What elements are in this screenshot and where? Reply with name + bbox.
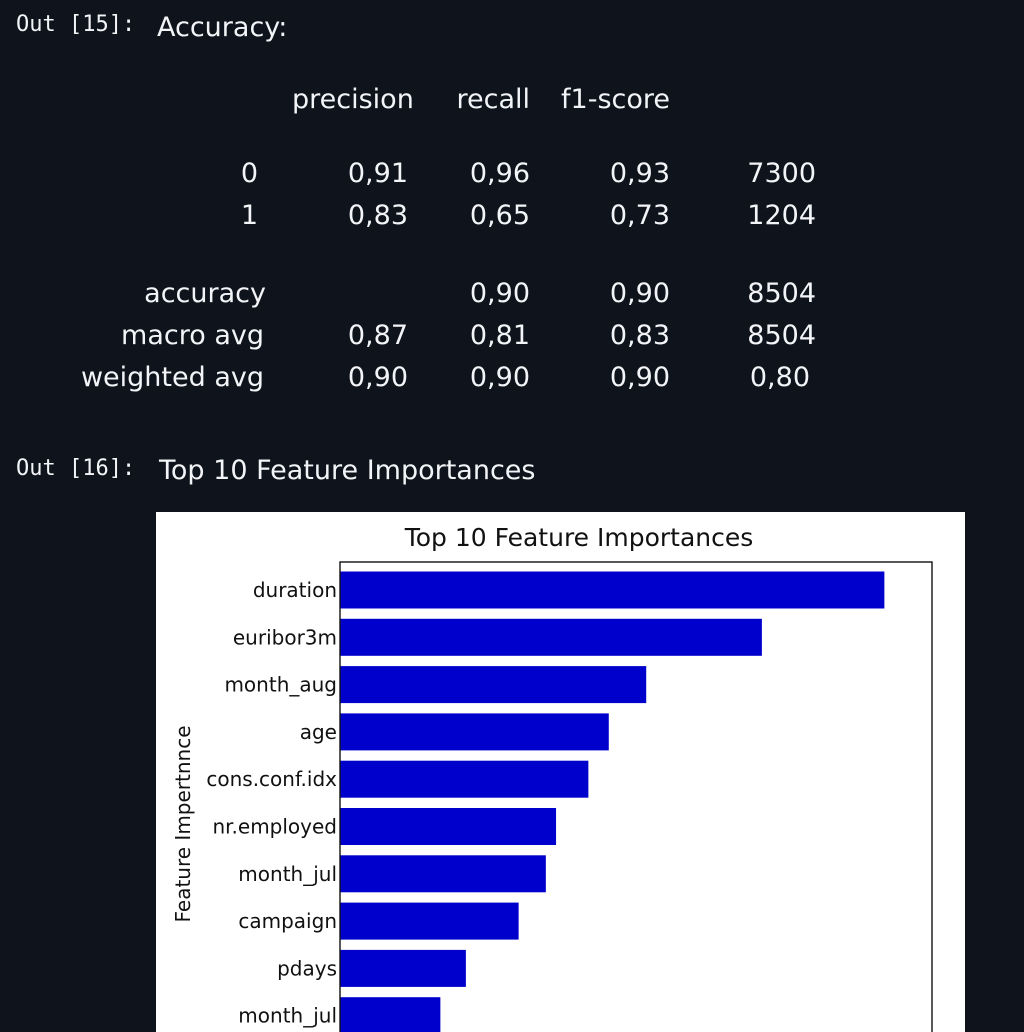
bar-month-jul <box>340 855 546 892</box>
bar-euribor3m <box>340 619 762 656</box>
row-precision: 0,83 <box>300 200 408 231</box>
header-recall: recall <box>440 84 530 115</box>
row-support: 7300 <box>700 158 816 189</box>
cell-16-title: Top 10 Feature Importances <box>159 455 535 486</box>
row-f1-score: 0,90 <box>570 278 670 309</box>
row-precision: 0,91 <box>300 158 408 189</box>
row-recall: 0,81 <box>430 320 530 351</box>
row-f1-score: 0,83 <box>570 320 670 351</box>
row-label: accuracy <box>60 278 266 309</box>
feature-importance-figure: Top 10 Feature Importances duration eurib… <box>156 512 965 1032</box>
row-support: 8504 <box>700 320 816 351</box>
row-support: 0,80 <box>700 362 810 393</box>
y-tick-label: age <box>300 720 337 744</box>
row-recall: 0,90 <box>430 362 530 393</box>
bar-cons-conf-idx <box>340 761 588 798</box>
row-recall: 0,96 <box>430 158 530 189</box>
bar-month-jul <box>340 997 440 1032</box>
cell-15-title: Accuracy: <box>157 12 287 43</box>
bar-campaign <box>340 903 519 940</box>
cell-15-prompt: Out [15]: <box>16 12 135 37</box>
bars-layer <box>340 572 884 1032</box>
row-recall: 0,65 <box>430 200 530 231</box>
row-precision: 0,90 <box>300 362 408 393</box>
row-f1-score: 0,90 <box>570 362 670 393</box>
header-f1-score: f1-score <box>550 84 670 115</box>
row-support: 8504 <box>700 278 816 309</box>
row-support: 1204 <box>700 200 816 231</box>
y-tick-label: month_jul <box>238 862 337 886</box>
y-axis-label: Feature Impertnnce <box>171 725 195 922</box>
y-tick-label: pdays <box>277 956 337 980</box>
row-precision: 0,87 <box>300 320 408 351</box>
y-tick-label: month_jul <box>238 1004 337 1028</box>
bar-age <box>340 713 609 750</box>
feature-importance-chart: Top 10 Feature Importances duration eurib… <box>156 512 965 1032</box>
y-tick-label: euribor3m <box>233 625 337 649</box>
y-tick-label: duration <box>253 578 337 602</box>
bar-duration <box>340 572 884 609</box>
cell-16-prompt: Out [16]: <box>16 456 135 481</box>
row-label: weighted avg <box>40 362 264 393</box>
header-precision: precision <box>292 84 408 115</box>
y-tick-label: month_aug <box>224 673 337 697</box>
row-label: 1 <box>100 200 258 231</box>
y-tick-label: cons.conf.idx <box>206 767 337 791</box>
bar-pdays <box>340 950 466 987</box>
row-f1-score: 0,93 <box>570 158 670 189</box>
bar-month-aug <box>340 666 646 703</box>
bar-nr-employed <box>340 808 556 845</box>
row-recall: 0,90 <box>430 278 530 309</box>
row-label: 0 <box>100 158 258 189</box>
y-tick-label: nr.employed <box>212 815 337 839</box>
chart-title: Top 10 Feature Importances <box>404 523 754 552</box>
y-tick-label: campaign <box>238 909 337 933</box>
row-label: macro avg <box>60 320 264 351</box>
row-f1-score: 0,73 <box>570 200 670 231</box>
